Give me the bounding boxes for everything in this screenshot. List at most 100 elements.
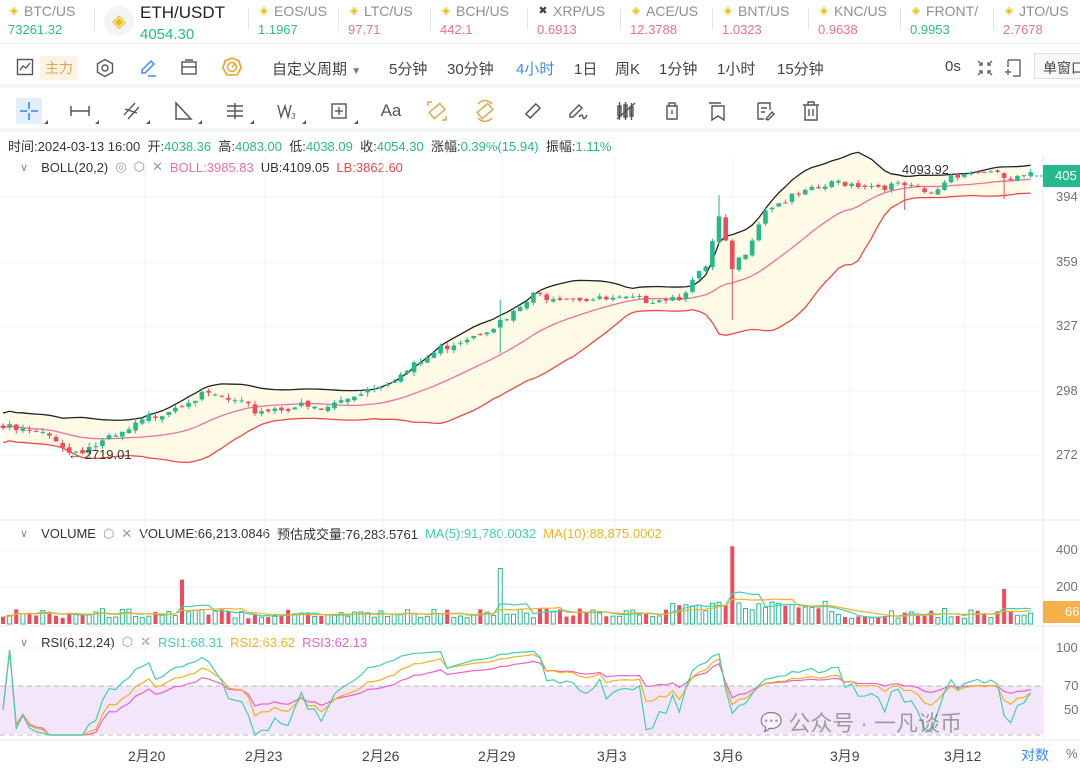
boll-upper-line [2, 151, 1031, 421]
collapse-chevron-icon[interactable]: ∨ [20, 528, 29, 540]
volume-bar [445, 609, 450, 624]
volume-bar [206, 614, 211, 624]
speedometer-icon[interactable] [222, 57, 242, 77]
text-tool[interactable]: Aa [380, 101, 402, 120]
volume-bar [27, 612, 32, 624]
settings-icon[interactable]: ⬡ [102, 525, 115, 541]
candle-body [13, 424, 19, 431]
hide-candles-tool[interactable] [613, 98, 639, 124]
ticker-btcus[interactable]: ◈ BTC/US 73261.32 [8, 3, 75, 41]
add-window-icon[interactable] [1004, 58, 1022, 78]
freehand-tool[interactable] [565, 98, 591, 124]
ticker-bntus[interactable]: ◈ BNT/US 1.0323 [722, 3, 789, 41]
period-tab[interactable]: 5分钟 [389, 61, 428, 78]
hexagon-settings-icon[interactable] [95, 58, 115, 78]
collapse-icon[interactable] [976, 59, 994, 77]
close-icon[interactable]: ✕ [121, 525, 133, 541]
close-icon[interactable]: ✕ [151, 159, 163, 174]
volume-bar [385, 615, 391, 625]
parallel-channel-tool[interactable] [118, 98, 150, 124]
log-scale-toggle[interactable]: 对数 [1021, 747, 1049, 763]
volume-bar [239, 611, 245, 625]
ticker-ethusdt[interactable]: ◈ ETH/USDT 4054.30 [104, 3, 225, 43]
volume-ma10-line [2, 598, 1031, 618]
edit-note-tool[interactable] [752, 98, 778, 124]
layout-icon[interactable] [180, 58, 198, 76]
volume-current-tag: 66 [1043, 601, 1080, 623]
date-axis-label: 3月12 [944, 748, 982, 764]
settings-icon[interactable]: ⬡ [121, 634, 134, 649]
eye-icon[interactable]: ◎ [115, 159, 127, 174]
coin-icon: ◈ [441, 5, 451, 17]
collapse-chevron-icon[interactable]: ∨ [20, 636, 29, 649]
volume-bar [358, 611, 364, 625]
pencil-icon[interactable] [138, 58, 158, 78]
period-tab[interactable]: 30分钟 [447, 61, 494, 78]
volume-bar [736, 602, 742, 625]
crosshair-tool[interactable] [16, 98, 48, 124]
countdown: 0s [945, 58, 961, 75]
line-chart-icon[interactable] [16, 58, 34, 76]
candle-body [584, 299, 589, 301]
volume-bar [106, 616, 112, 625]
custom-period-dropdown[interactable]: 自定义周期 ▼ [272, 58, 361, 79]
eraser-ruler-tool[interactable] [520, 98, 546, 124]
wave-tool[interactable]: 3 [274, 98, 306, 124]
ticker-kncus[interactable]: ◈ KNC/US 0.9638 [818, 3, 887, 41]
main-force-button[interactable]: 主力 [40, 56, 78, 80]
collapse-chevron-icon[interactable]: ∨ [20, 161, 29, 174]
volume-bar [20, 613, 26, 625]
candle-body [895, 182, 901, 184]
period-tab[interactable]: 1分钟 [659, 61, 698, 78]
ticker-price: 73261.32 [8, 22, 63, 37]
volume-value: VOLUME:66,213.0846 [139, 526, 271, 541]
ticker-eosus[interactable]: ◈ EOS/US 1.1967 [258, 3, 327, 41]
volume-bar [1, 616, 5, 624]
ticker-symbol: LTC/US [364, 3, 413, 19]
period-tab[interactable]: 1小时 [717, 61, 756, 78]
ticker-xrpus[interactable]: ✖ XRP/US 0.6913 [537, 3, 605, 41]
bookmark-tool[interactable] [704, 98, 730, 124]
volume-bar [995, 611, 1000, 624]
ruler-tool[interactable] [424, 98, 450, 124]
ticker-jtous[interactable]: ◈ JTO/US 2.7678 [1003, 3, 1069, 41]
triangle-tool[interactable] [170, 98, 202, 124]
ticker-front[interactable]: ◈ FRONT/0.9953 [910, 3, 978, 41]
horizontal-segment-tool[interactable] [67, 98, 99, 124]
candle-body [272, 408, 278, 411]
volume-bar [139, 617, 145, 625]
percent-scale-toggle[interactable]: % [1066, 746, 1078, 761]
ticker-ltcus[interactable]: ◈ LTC/US 97.71 [348, 3, 413, 41]
candle-body [623, 296, 629, 299]
coin-icon: ◈ [819, 5, 829, 17]
volume-bar [876, 617, 881, 624]
delete-tool[interactable] [798, 98, 824, 124]
time-label: 时间: [8, 139, 38, 154]
period-tab[interactable]: 15分钟 [777, 61, 824, 78]
period-tab[interactable]: 4小时 [516, 61, 555, 78]
ticker-aceus[interactable]: ◈ ACE/US 12.3788 [630, 3, 698, 41]
volume-bar [908, 611, 914, 625]
candle-body [484, 332, 490, 335]
candle-body [497, 319, 503, 328]
settings-icon[interactable]: ⬡ [133, 159, 145, 174]
measure-box-tool[interactable] [326, 98, 358, 124]
ticker-price: 1.1967 [258, 22, 298, 37]
volume-bar [67, 612, 72, 624]
period-tab[interactable]: 周K [615, 61, 641, 78]
volume-bar [325, 614, 331, 625]
single-window-button[interactable]: 单窗口 [1034, 53, 1080, 79]
date-axis-label: 2月29 [478, 748, 516, 764]
candle-body [650, 302, 656, 304]
volume-bar [186, 611, 192, 625]
volume-bar [584, 611, 589, 624]
volume-bar [438, 612, 444, 625]
close-icon[interactable]: ✕ [140, 634, 152, 649]
open-label: 开: [147, 139, 165, 154]
candle-body [776, 203, 782, 207]
lock-tool[interactable] [659, 98, 685, 124]
ruler-link-tool[interactable] [472, 98, 498, 124]
ticker-bchus[interactable]: ◈ BCH/US 442.1 [440, 3, 509, 41]
period-tab[interactable]: 1日 [574, 61, 598, 78]
fibonacci-tool[interactable] [222, 98, 254, 124]
